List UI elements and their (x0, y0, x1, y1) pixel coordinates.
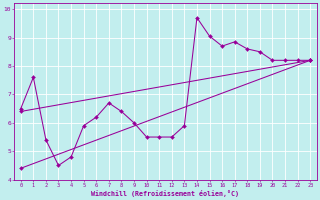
X-axis label: Windchill (Refroidissement éolien,°C): Windchill (Refroidissement éolien,°C) (92, 190, 239, 197)
